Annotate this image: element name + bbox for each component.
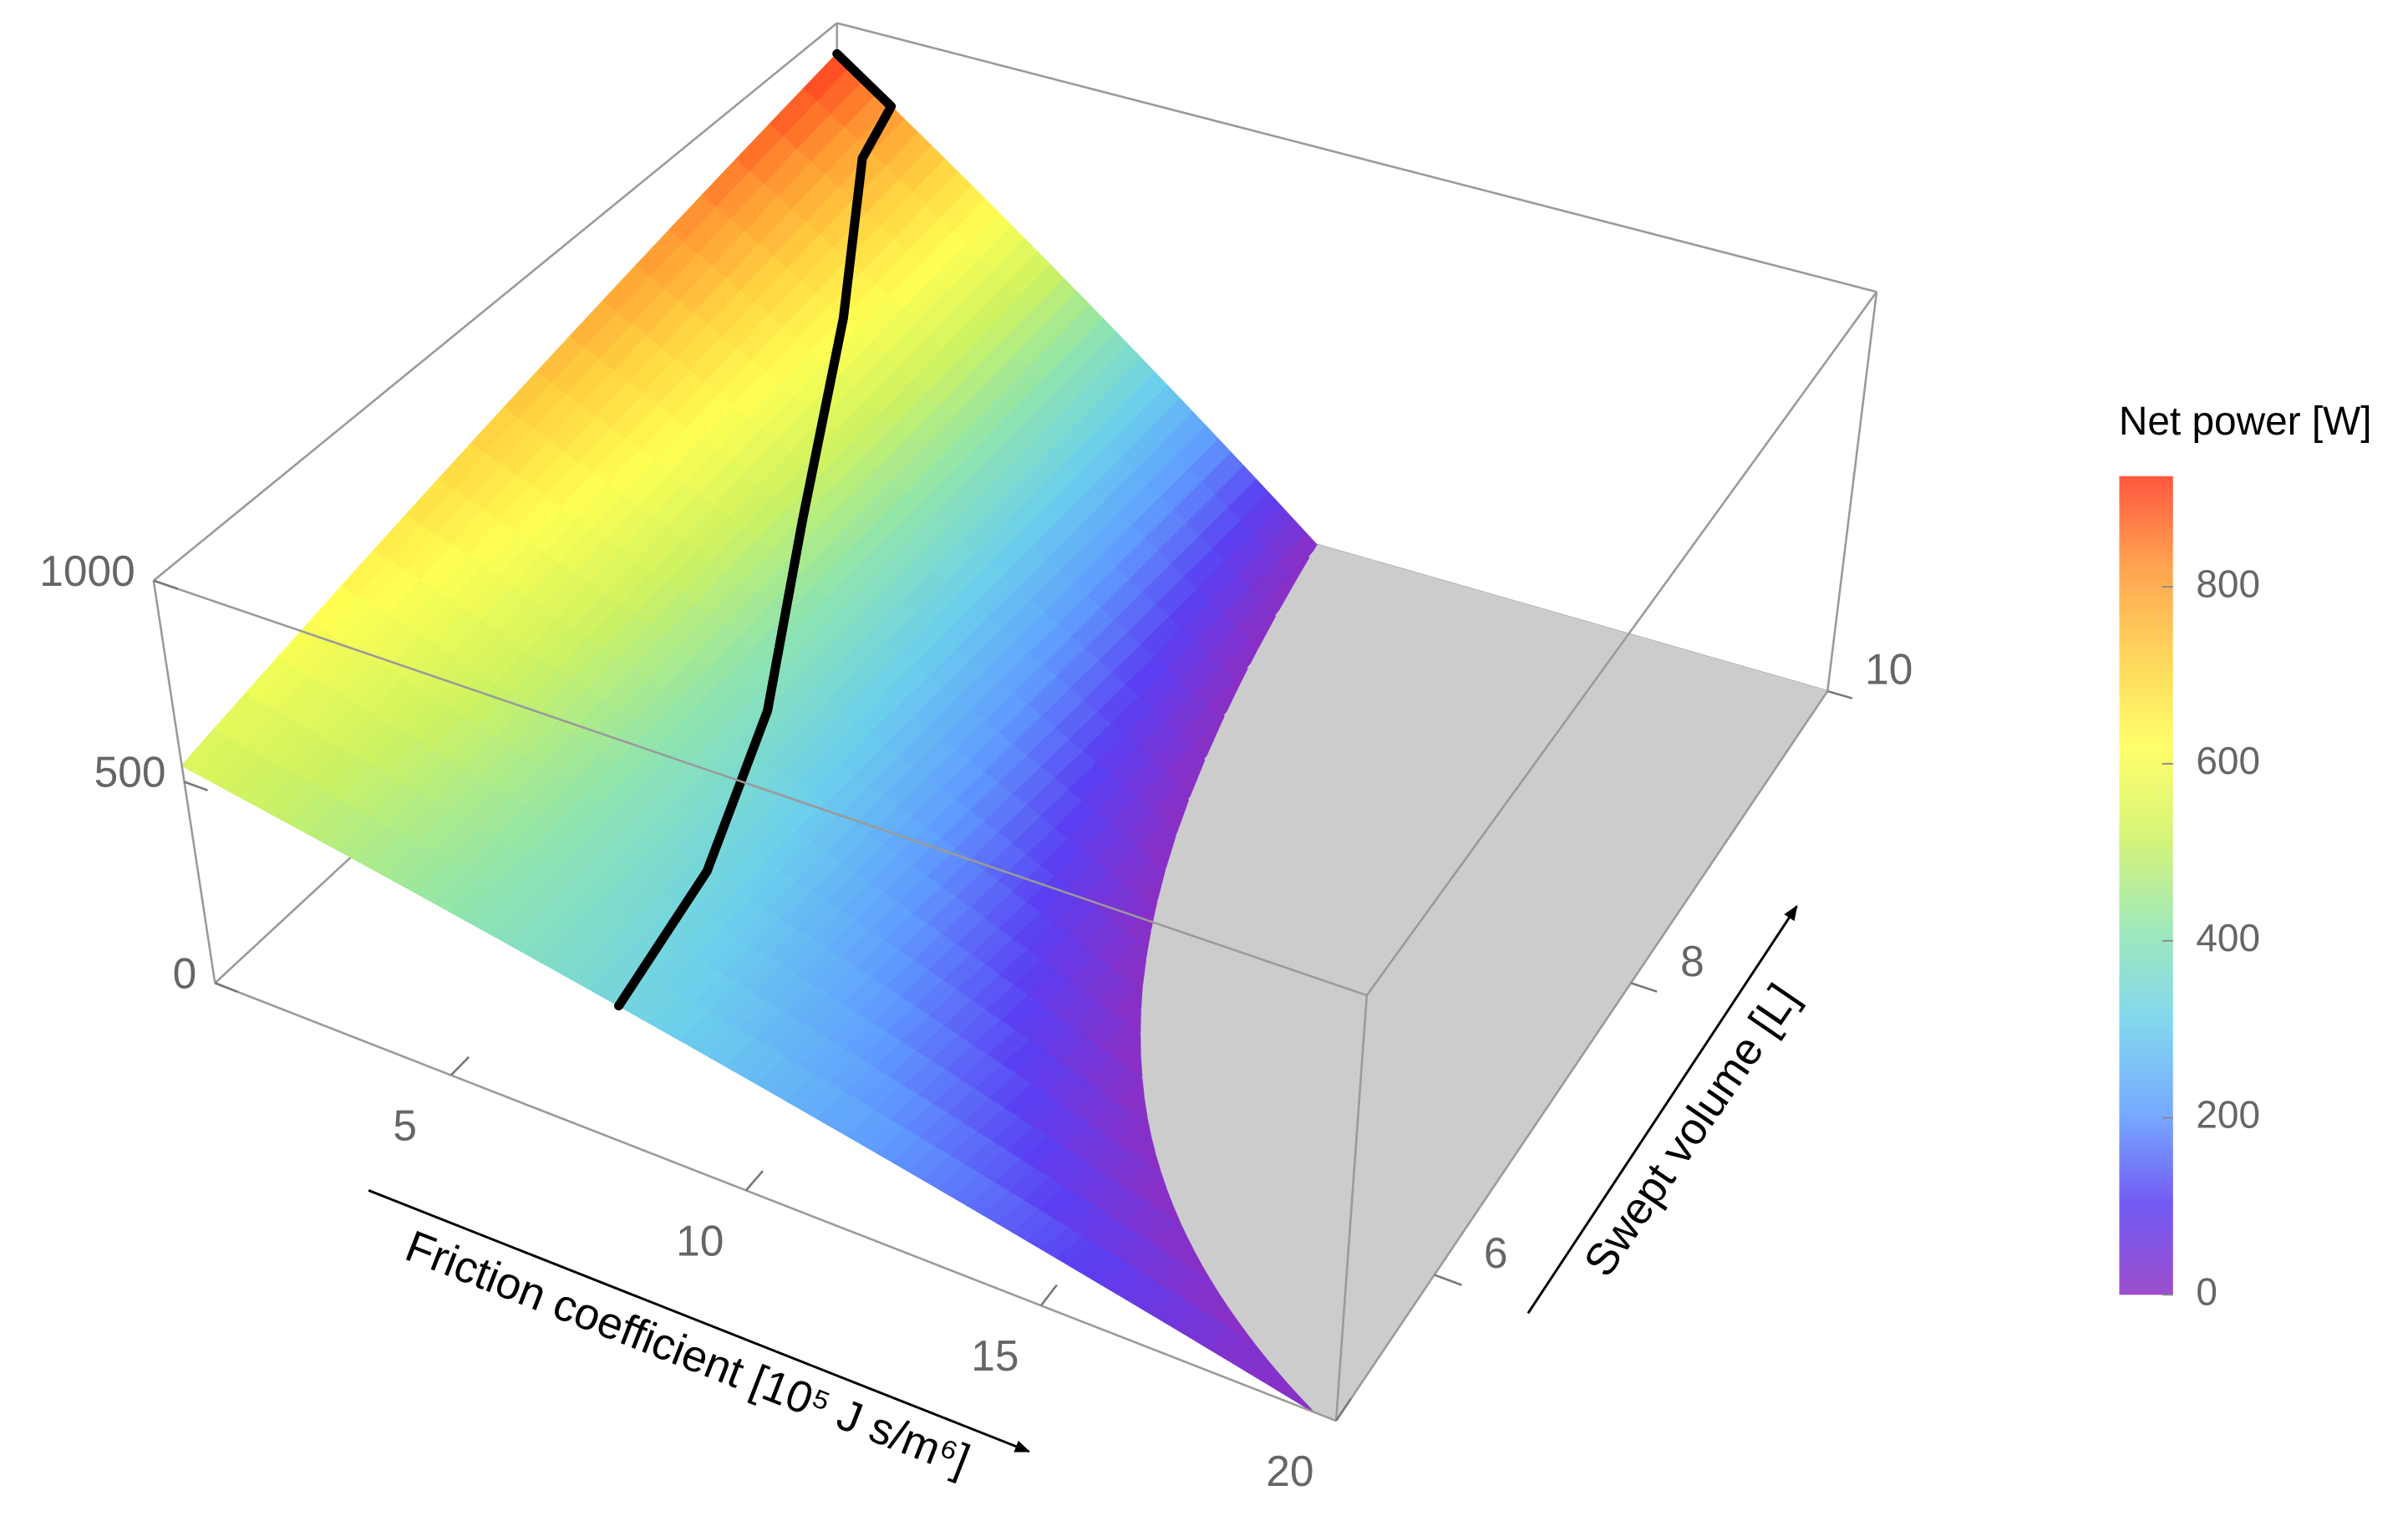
colorbar-tick-label: 0: [2196, 1269, 2217, 1313]
z-tick: [184, 781, 208, 791]
y-tick-label: 8: [1680, 937, 1704, 985]
box-edge: [1335, 690, 1829, 1422]
box-edge: [836, 22, 1877, 293]
z-tick: [214, 982, 238, 993]
box-edge: [1334, 995, 1369, 1422]
y-axis-label: Swept volume [L]: [1575, 975, 1809, 1285]
y-tick-label: 10: [1865, 645, 1913, 694]
y-tick: [1434, 1274, 1462, 1286]
x-tick: [1039, 1284, 1058, 1306]
x-tick: [450, 1056, 470, 1076]
z-tick-label: 1000: [39, 547, 135, 595]
surface: [180, 48, 1829, 1422]
x-tick-label: 5: [393, 1101, 417, 1149]
z-tick: [153, 579, 179, 590]
y-tick: [1826, 689, 1853, 699]
x-tick: [744, 1170, 764, 1192]
y-axis-arrow: [1527, 904, 1798, 1315]
colorbar-tick-label: 200: [2196, 1093, 2260, 1137]
curve: [614, 48, 897, 1011]
z-tick-label: 0: [173, 949, 197, 997]
surface-patch: [1217, 1335, 1257, 1365]
box-front: 5 10 15 20 6 8 10 0 500 1000: [39, 22, 1913, 1495]
x-tick-label: 15: [971, 1331, 1019, 1380]
box-edge: [153, 579, 1368, 997]
y-tick-label: 6: [1484, 1229, 1508, 1277]
x-tick-label: 10: [676, 1216, 724, 1264]
colorbar-tick-label: 400: [2196, 916, 2260, 959]
colorbar-title: Net power [W]: [2119, 399, 2372, 444]
box-edge: [152, 22, 838, 582]
colorbar: [2119, 476, 2173, 1295]
box-edge: [214, 982, 1337, 1422]
x-tick: [1335, 1398, 1352, 1422]
box-edge: [1826, 292, 1878, 692]
colorbar-tick-label: 800: [2196, 562, 2260, 605]
y-tick: [1630, 982, 1658, 993]
x-tick-label: 20: [1266, 1447, 1313, 1495]
box-edge: [1365, 291, 1878, 996]
colorbar-tick-label: 600: [2196, 739, 2260, 782]
x-axis-arrow: [368, 1188, 1031, 1453]
z-tick-label: 500: [94, 748, 166, 796]
